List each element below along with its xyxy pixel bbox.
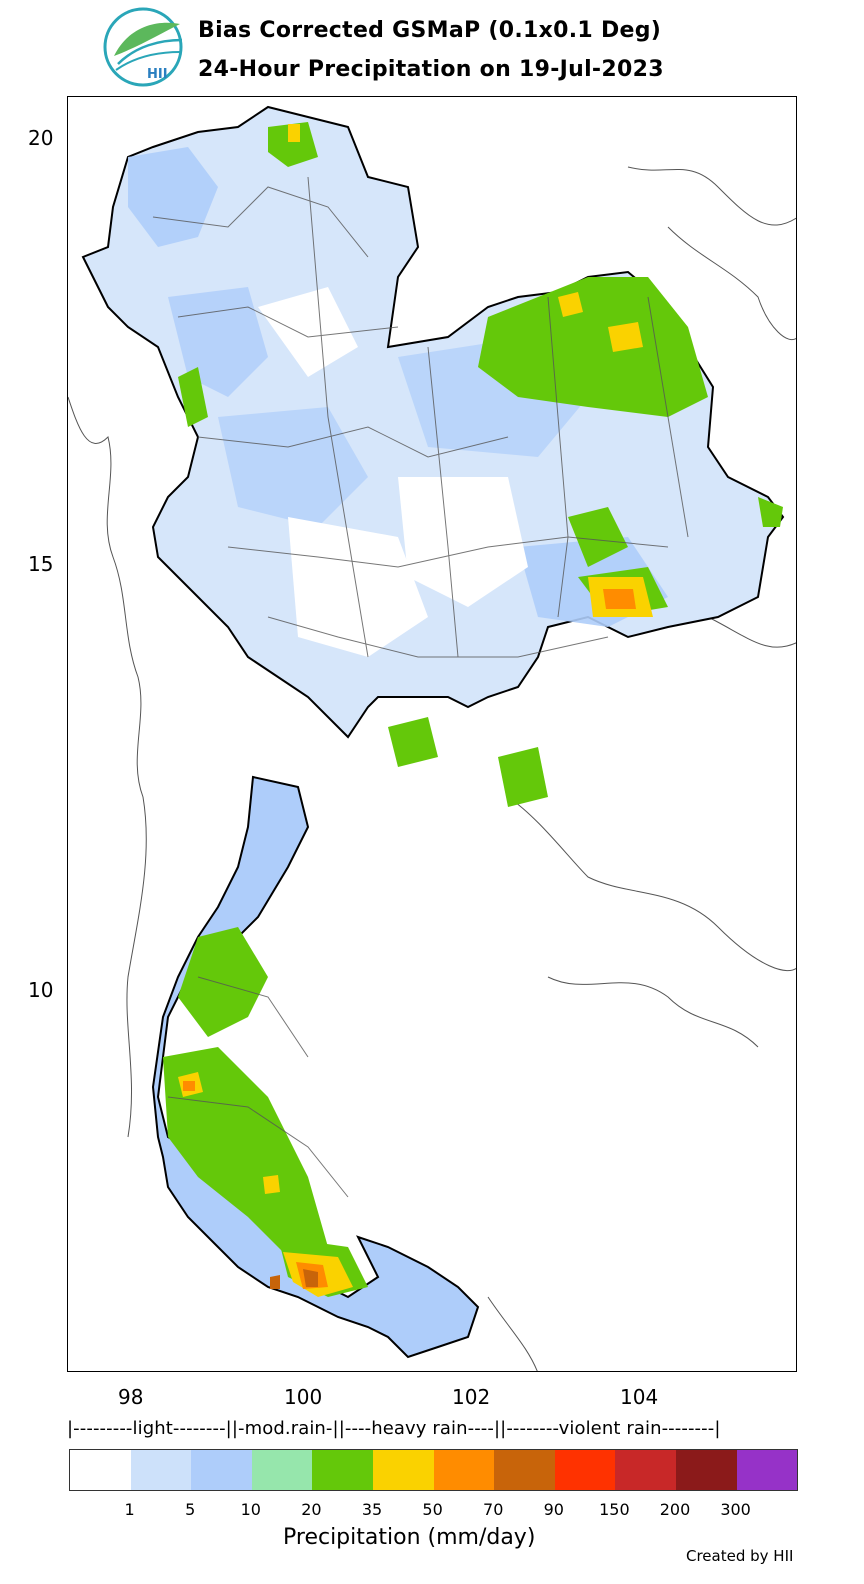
hii-logo: HII	[100, 6, 186, 88]
colorbar-cell	[130, 1450, 192, 1490]
logo-text: HII	[147, 67, 168, 82]
colorbar-tick-label: 10	[240, 1500, 261, 1519]
lat-label-20: 20	[28, 126, 54, 150]
lat-label-10: 10	[28, 978, 54, 1002]
colorbar-cell	[251, 1450, 313, 1490]
colorbar-cell	[372, 1450, 434, 1490]
colorbar-tick-label: 70	[483, 1500, 504, 1519]
colorbar-cell	[615, 1450, 676, 1490]
colorbar-cell	[191, 1450, 252, 1490]
colorbar-tick-label: 50	[422, 1500, 443, 1519]
colorbar-cell	[433, 1450, 495, 1490]
colorbar-cell	[554, 1450, 616, 1490]
colorbar-tick-label: 200	[659, 1500, 691, 1519]
colorbar-cell	[312, 1450, 373, 1490]
thailand-peninsula	[151, 775, 480, 1359]
colorbar-tick-label: 5	[185, 1500, 196, 1519]
colorbar-tick-label: 20	[301, 1500, 322, 1519]
lon-label-104: 104	[620, 1385, 659, 1409]
colorbar-tick-label: 1	[124, 1500, 135, 1519]
lat-label-15: 15	[28, 552, 54, 576]
colorbar	[69, 1449, 799, 1491]
precipitation-map	[68, 105, 796, 1371]
lon-label-102: 102	[452, 1385, 491, 1409]
colorbar-tick-label: 90	[543, 1500, 564, 1519]
colorbar-cell	[494, 1450, 555, 1490]
lon-label-98: 98	[118, 1385, 144, 1409]
colorbar-tick-label: 150	[599, 1500, 630, 1519]
colorbar-cell	[675, 1450, 737, 1490]
title-line-1: Bias Corrected GSMaP (0.1x0.1 Deg)	[198, 18, 662, 43]
colorbar-title: Precipitation (mm/day)	[283, 1525, 536, 1550]
title-line-2: 24-Hour Precipitation on 19-Jul-2023	[198, 57, 664, 82]
colorbar-cell	[70, 1450, 131, 1490]
lon-label-100: 100	[284, 1385, 323, 1409]
colorbar-tick-label: 35	[361, 1500, 383, 1519]
colorbar-cell	[736, 1450, 798, 1490]
colorbar-tick-label: 300	[720, 1500, 751, 1519]
credit-text: Created by HII	[686, 1547, 794, 1565]
category-legend-line: |---------light--------||-mod.rain-||---…	[67, 1418, 721, 1439]
map-frame	[67, 96, 797, 1372]
